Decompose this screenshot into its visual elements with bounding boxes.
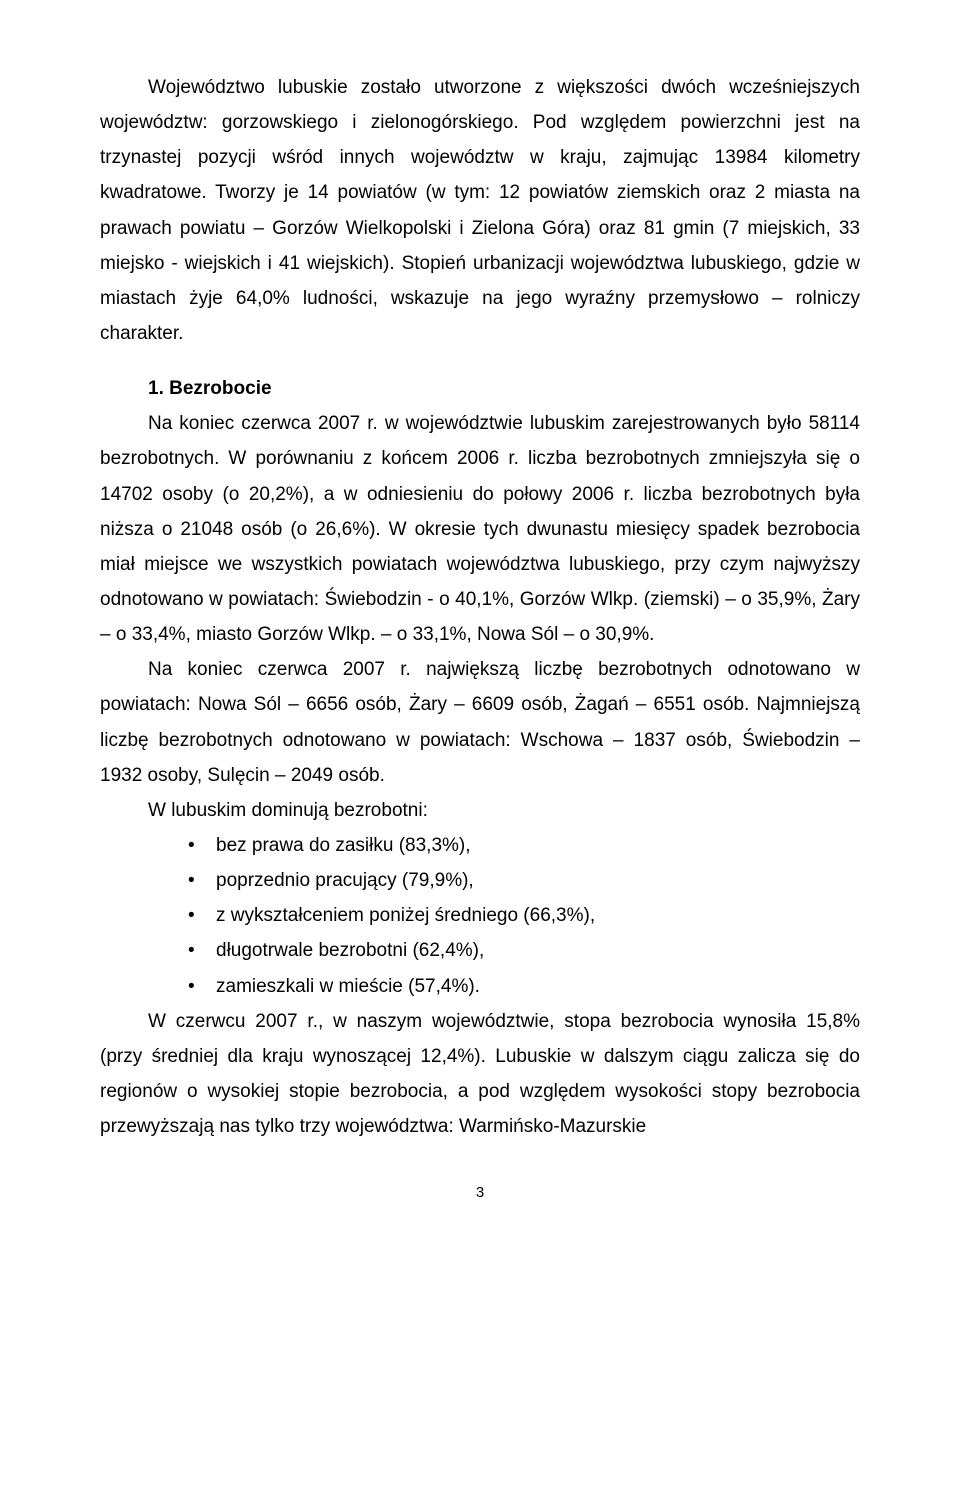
spacer xyxy=(100,351,860,371)
paragraph-intro: Województwo lubuskie zostało utworzone z… xyxy=(100,70,860,351)
list-item: długotrwale bezrobotni (62,4%), xyxy=(188,933,860,968)
page-number: 3 xyxy=(100,1184,860,1201)
section-heading: 1. Bezrobocie xyxy=(100,371,860,406)
list-item: poprzednio pracujący (79,9%), xyxy=(188,863,860,898)
bullet-list: bez prawa do zasiłku (83,3%), poprzednio… xyxy=(100,828,860,1004)
document-page: Województwo lubuskie zostało utworzone z… xyxy=(0,0,960,1241)
list-item: bez prawa do zasiłku (83,3%), xyxy=(188,828,860,863)
paragraph-4: W lubuskim dominują bezrobotni: xyxy=(100,793,860,828)
paragraph-5: W czerwcu 2007 r., w naszym województwie… xyxy=(100,1004,860,1145)
paragraph-3: Na koniec czerwca 2007 r. największą lic… xyxy=(100,652,860,793)
list-item: zamieszkali w mieście (57,4%). xyxy=(188,969,860,1004)
list-item: z wykształceniem poniżej średniego (66,3… xyxy=(188,898,860,933)
paragraph-2: Na koniec czerwca 2007 r. w województwie… xyxy=(100,406,860,652)
